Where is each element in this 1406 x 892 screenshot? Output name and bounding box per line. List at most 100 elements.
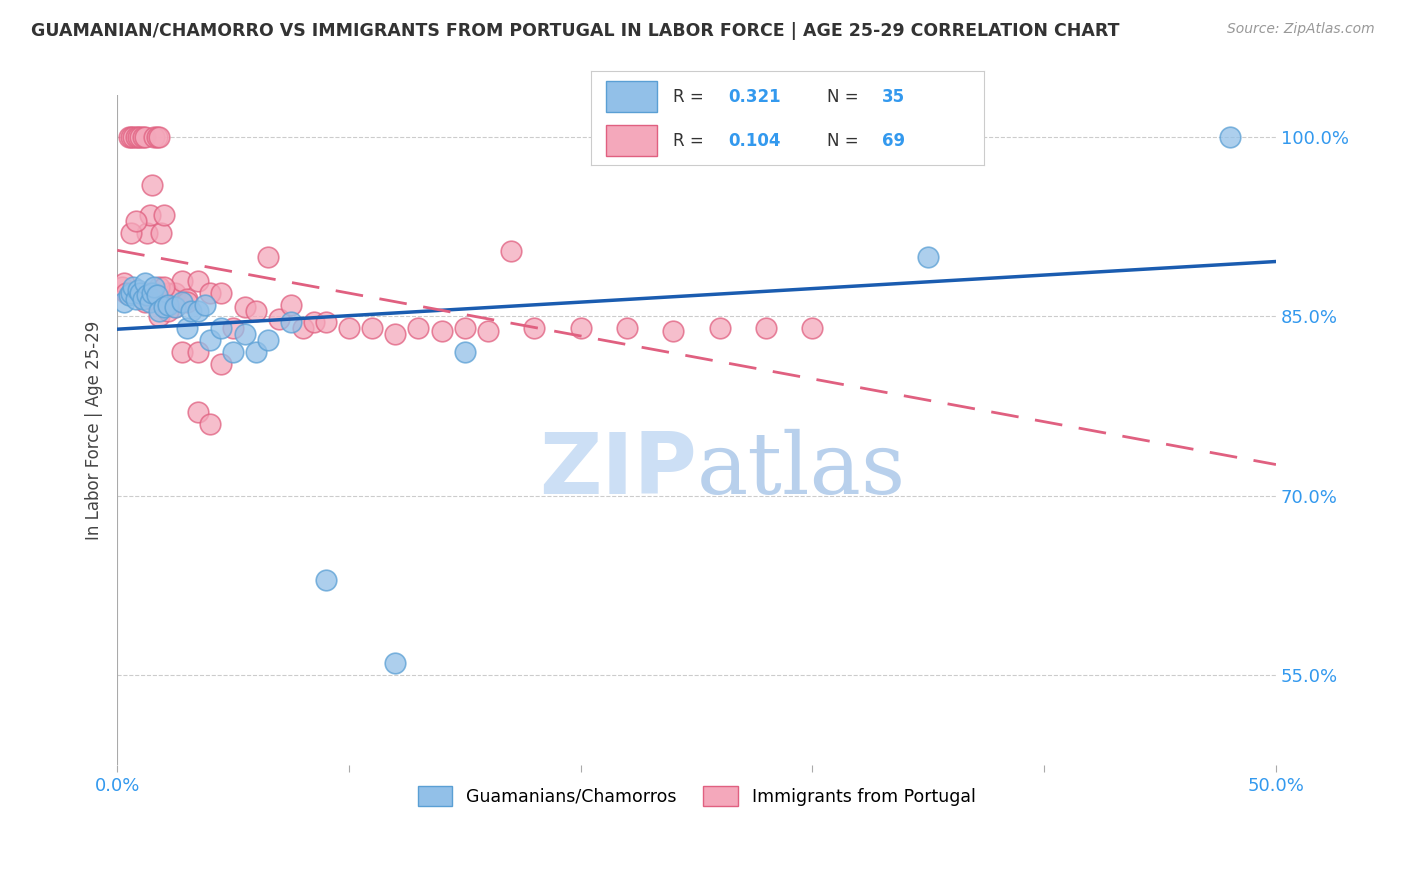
Point xyxy=(211,285,233,300)
Point xyxy=(129,288,152,302)
Point xyxy=(337,321,360,335)
Point xyxy=(198,417,221,431)
Point xyxy=(755,321,778,335)
Point xyxy=(180,303,202,318)
Text: N =: N = xyxy=(827,87,863,105)
Point xyxy=(122,279,145,293)
Point xyxy=(118,130,141,145)
Point xyxy=(361,321,384,335)
Point xyxy=(454,321,477,335)
Point xyxy=(211,357,233,371)
Point xyxy=(523,321,546,335)
Point xyxy=(129,130,152,145)
Point xyxy=(143,130,166,145)
Point xyxy=(125,130,148,145)
Point xyxy=(111,279,134,293)
Point xyxy=(198,334,221,348)
Point xyxy=(157,303,180,318)
FancyBboxPatch shape xyxy=(606,125,658,156)
Point xyxy=(245,303,267,318)
Point xyxy=(134,276,156,290)
Point xyxy=(148,303,170,318)
Point xyxy=(662,324,685,338)
Point xyxy=(233,300,256,314)
Point xyxy=(143,279,166,293)
Point xyxy=(194,297,217,311)
Point xyxy=(141,285,163,300)
Point xyxy=(233,327,256,342)
Point xyxy=(315,316,337,330)
Point xyxy=(187,274,209,288)
Point xyxy=(430,324,453,338)
Point xyxy=(127,283,149,297)
Point xyxy=(150,226,173,240)
Point xyxy=(112,276,135,290)
Point xyxy=(129,285,152,300)
Point xyxy=(165,300,187,314)
Point xyxy=(120,130,142,145)
Point xyxy=(280,297,302,311)
Point xyxy=(315,573,337,587)
Y-axis label: In Labor Force | Age 25-29: In Labor Force | Age 25-29 xyxy=(86,320,103,540)
Point xyxy=(152,279,174,293)
Point xyxy=(138,208,160,222)
Point xyxy=(165,300,187,314)
Text: Source: ZipAtlas.com: Source: ZipAtlas.com xyxy=(1227,22,1375,37)
Text: 35: 35 xyxy=(882,87,905,105)
Point xyxy=(172,345,194,359)
Point xyxy=(709,321,731,335)
Point xyxy=(125,292,148,306)
Point xyxy=(143,285,166,300)
Text: N =: N = xyxy=(827,132,863,150)
Point xyxy=(198,285,221,300)
Point xyxy=(136,288,159,302)
Point xyxy=(384,657,406,671)
Point xyxy=(131,130,153,145)
Point xyxy=(256,334,278,348)
Point xyxy=(122,130,145,145)
Point xyxy=(134,130,156,145)
Point xyxy=(176,295,198,310)
Point xyxy=(120,285,142,300)
Point xyxy=(120,226,142,240)
Text: ZIP: ZIP xyxy=(538,429,696,512)
Text: GUAMANIAN/CHAMORRO VS IMMIGRANTS FROM PORTUGAL IN LABOR FORCE | AGE 25-29 CORREL: GUAMANIAN/CHAMORRO VS IMMIGRANTS FROM PO… xyxy=(31,22,1119,40)
Point xyxy=(138,285,160,300)
Point xyxy=(136,226,159,240)
Point xyxy=(112,295,135,310)
Point xyxy=(145,288,167,302)
Point xyxy=(222,321,245,335)
Point xyxy=(148,279,170,293)
Point xyxy=(1219,130,1241,145)
Point xyxy=(187,345,209,359)
Point xyxy=(165,285,187,300)
Text: atlas: atlas xyxy=(696,429,905,512)
Point xyxy=(176,321,198,335)
Point xyxy=(384,327,406,342)
Point xyxy=(172,274,194,288)
Point xyxy=(917,250,939,264)
Point xyxy=(269,311,291,326)
Point xyxy=(148,310,170,324)
Point xyxy=(187,405,209,419)
Point xyxy=(115,285,138,300)
Point xyxy=(157,285,180,300)
Point xyxy=(454,345,477,359)
Point xyxy=(125,214,148,228)
Point xyxy=(157,297,180,311)
FancyBboxPatch shape xyxy=(606,81,658,112)
Point xyxy=(477,324,499,338)
Point xyxy=(280,316,302,330)
Text: 0.104: 0.104 xyxy=(728,132,780,150)
Text: R =: R = xyxy=(673,87,709,105)
Point xyxy=(245,345,267,359)
Point xyxy=(141,178,163,192)
Point xyxy=(291,321,314,335)
Point xyxy=(302,316,325,330)
Point xyxy=(118,288,141,302)
Text: 0.321: 0.321 xyxy=(728,87,780,105)
Point xyxy=(152,300,174,314)
Text: 69: 69 xyxy=(882,132,905,150)
Point xyxy=(176,292,198,306)
Point xyxy=(222,345,245,359)
